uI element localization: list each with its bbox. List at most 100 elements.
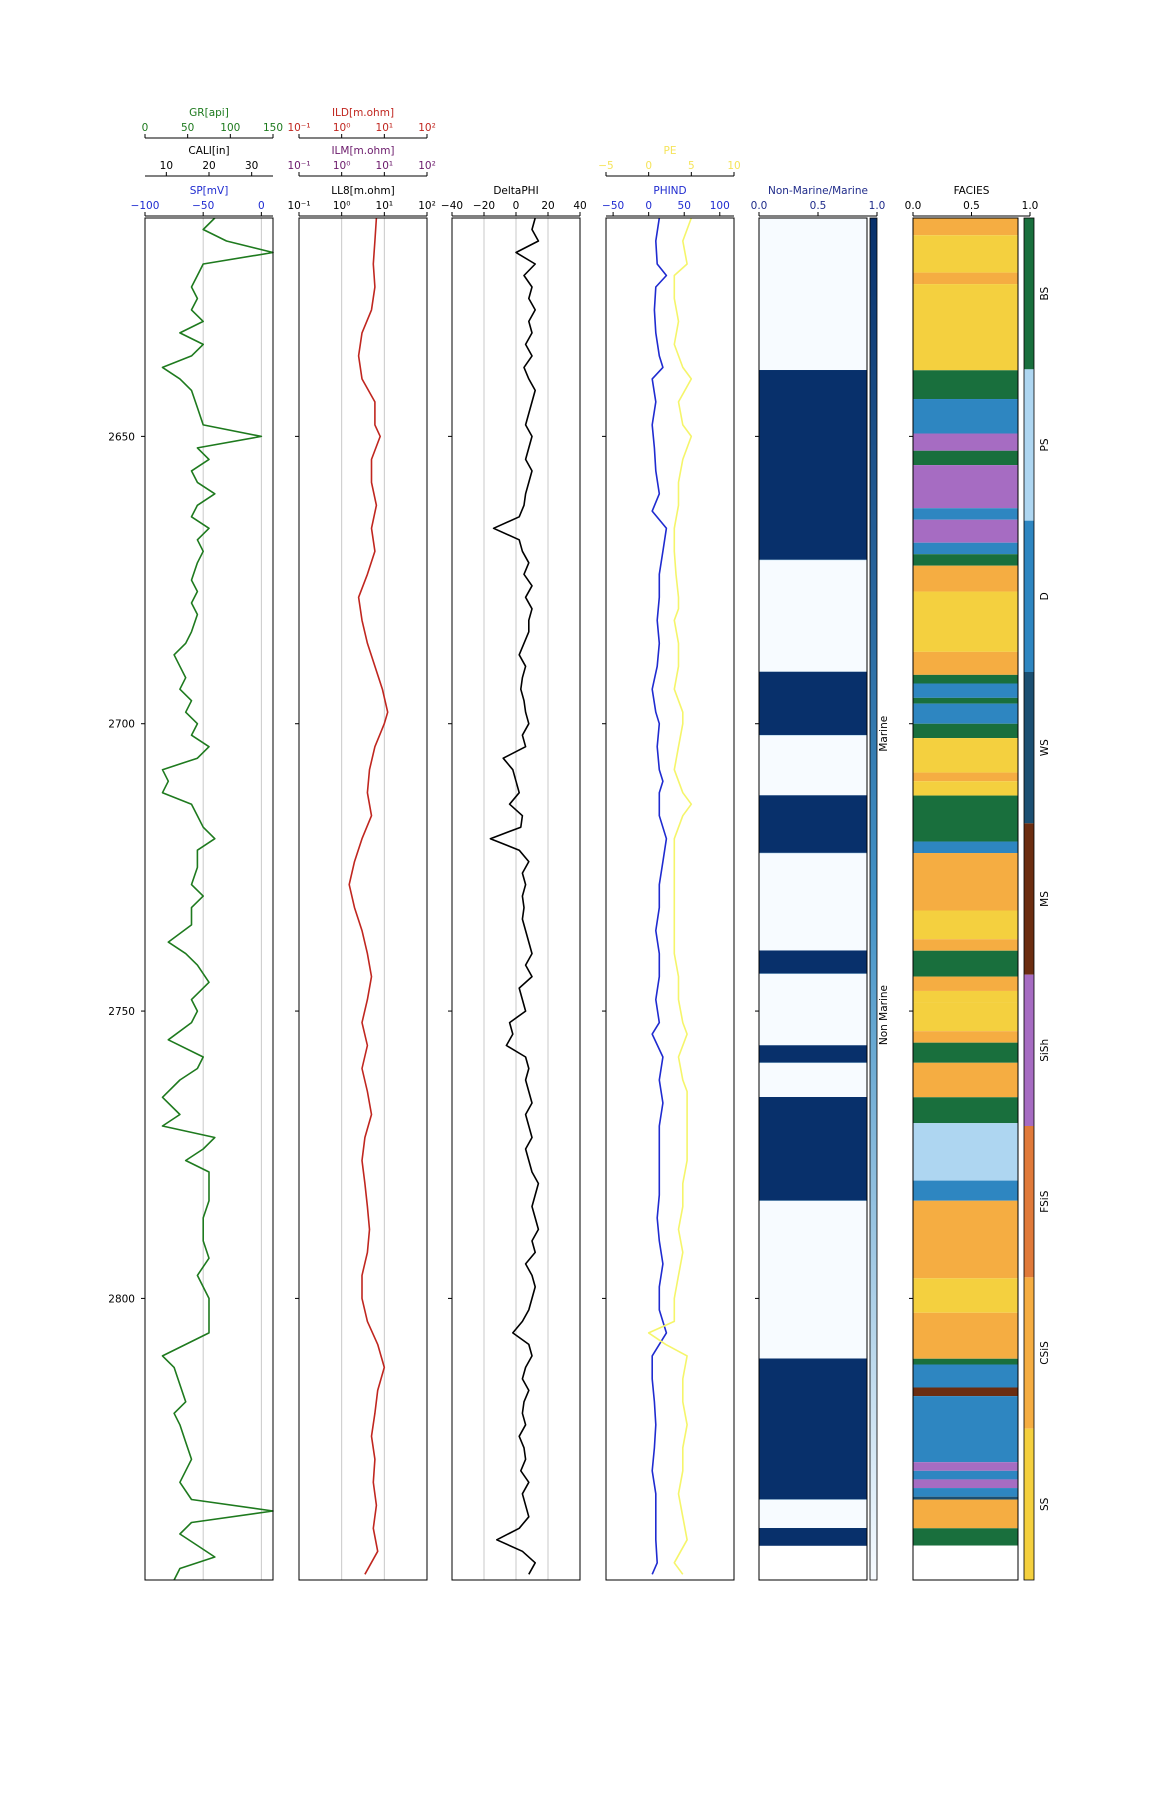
facies-interval: [913, 284, 1018, 371]
tick-label: −5: [598, 160, 613, 172]
tick-label: 100: [710, 200, 730, 212]
facies-interval: [913, 723, 1018, 739]
tick-label: 10²: [418, 160, 436, 172]
tick-label: 150: [263, 122, 283, 134]
log-curve: [348, 217, 389, 1575]
facies-interval: [913, 235, 1018, 273]
log-curve: [651, 217, 668, 1575]
tick-label: 10: [160, 160, 173, 172]
axis-label: CALI[in]: [188, 145, 229, 157]
tick-label: 50: [678, 200, 691, 212]
facies-interval: [913, 1488, 1018, 1497]
facies-legend-frame: [1023, 217, 1035, 1581]
tick-label: −20: [473, 200, 495, 212]
tick-label: −50: [602, 200, 624, 212]
tick-label: 0: [645, 160, 652, 172]
marine-interval: [758, 370, 868, 561]
facies-interval: [913, 591, 1018, 652]
tick-label: 0: [513, 200, 520, 212]
facies-interval: [913, 674, 1018, 684]
tick-label: 10¹: [376, 160, 394, 172]
tick-label: 0: [258, 200, 265, 212]
marine-interval: [758, 559, 868, 673]
axis-label: PHIND: [653, 185, 686, 197]
facies-interval: [913, 1042, 1018, 1063]
depth-tick-label: 2750: [108, 1006, 135, 1018]
log-curve: [161, 217, 274, 1581]
facies-interval: [913, 433, 1018, 451]
facies-interval: [913, 508, 1018, 520]
marine-interval: [758, 1062, 868, 1098]
facies-interval: [913, 1278, 1018, 1313]
facies-interval: [913, 1479, 1018, 1489]
facies-interval: [913, 1387, 1018, 1397]
facies-interval: [913, 1470, 1018, 1480]
tick-label: 0.0: [905, 200, 922, 212]
facies-interval: [913, 519, 1018, 543]
tick-label: 10: [727, 160, 740, 172]
tick-label: 10¹: [376, 122, 394, 134]
tick-label: 100: [220, 122, 240, 134]
facies-interval: [913, 795, 1018, 842]
depth-tick-label: 2700: [108, 719, 135, 731]
facies-legend-swatch: [1024, 974, 1034, 1126]
facies-interval: [913, 1364, 1018, 1388]
marine-interval: [758, 217, 868, 371]
tick-label: 5: [688, 160, 695, 172]
facies-legend-swatch: [1024, 1428, 1034, 1580]
facies-interval: [913, 1462, 1018, 1471]
marine-interval: [758, 671, 868, 736]
facies-interval: [913, 1097, 1018, 1124]
facies-interval: [913, 939, 1018, 951]
tick-label: −40: [441, 200, 463, 212]
tick-label: 30: [245, 160, 258, 172]
facies-legend-swatch: [1024, 672, 1034, 824]
facies-interval: [913, 272, 1018, 285]
track-frame: [912, 217, 1019, 1581]
facies-interval: [913, 1002, 1018, 1032]
facies-interval: [913, 1312, 1018, 1359]
marine-interval: [758, 1045, 868, 1064]
axis-label: Non-Marine/Marine: [768, 185, 868, 197]
axis-label: ILD[m.ohm]: [332, 107, 394, 119]
marine-colorbar: [869, 217, 878, 1581]
facies-interval: [913, 370, 1018, 400]
facies-legend-label: BS: [1039, 286, 1051, 300]
log-curve: [489, 217, 540, 1575]
facies-interval: [913, 399, 1018, 434]
facies-legend-label: MS: [1039, 891, 1051, 907]
tick-label: 40: [573, 200, 586, 212]
track-frame: [144, 217, 274, 1581]
facies-legend-swatch: [1024, 520, 1034, 672]
track-background: [145, 218, 273, 1580]
marine-interval: [758, 1499, 868, 1529]
facies-interval: [913, 1062, 1018, 1098]
tick-label: 10⁻¹: [287, 122, 310, 134]
tick-label: 10⁰: [333, 200, 351, 212]
marine-interval: [758, 1358, 868, 1500]
axis-label: LL8[m.ohm]: [331, 185, 394, 197]
facies-interval: [913, 738, 1018, 773]
facies-legend-swatch: [1024, 1277, 1034, 1429]
tick-label: 10¹: [376, 200, 394, 212]
depth-tick-label: 2650: [108, 431, 135, 443]
facies-legend-swatch: [1024, 369, 1034, 521]
track-background: [606, 218, 734, 1580]
facies-interval: [913, 1496, 1018, 1500]
facies-interval: [913, 1200, 1018, 1279]
facies-interval: [913, 554, 1018, 566]
facies-interval: [913, 1123, 1018, 1181]
facies-legend-label: D: [1039, 592, 1051, 600]
tick-label: 1.0: [1022, 200, 1039, 212]
facies-interval: [913, 542, 1018, 555]
facies-interval: [913, 772, 1018, 782]
tick-label: 20: [541, 200, 554, 212]
tick-label: 0.5: [810, 200, 827, 212]
facies-interval: [913, 218, 1018, 236]
track-frame: [298, 217, 428, 1581]
facies-legend-label: SS: [1039, 1497, 1051, 1511]
facies-interval: [913, 465, 1018, 509]
tick-label: −50: [192, 200, 214, 212]
marine-interval: [758, 734, 868, 796]
